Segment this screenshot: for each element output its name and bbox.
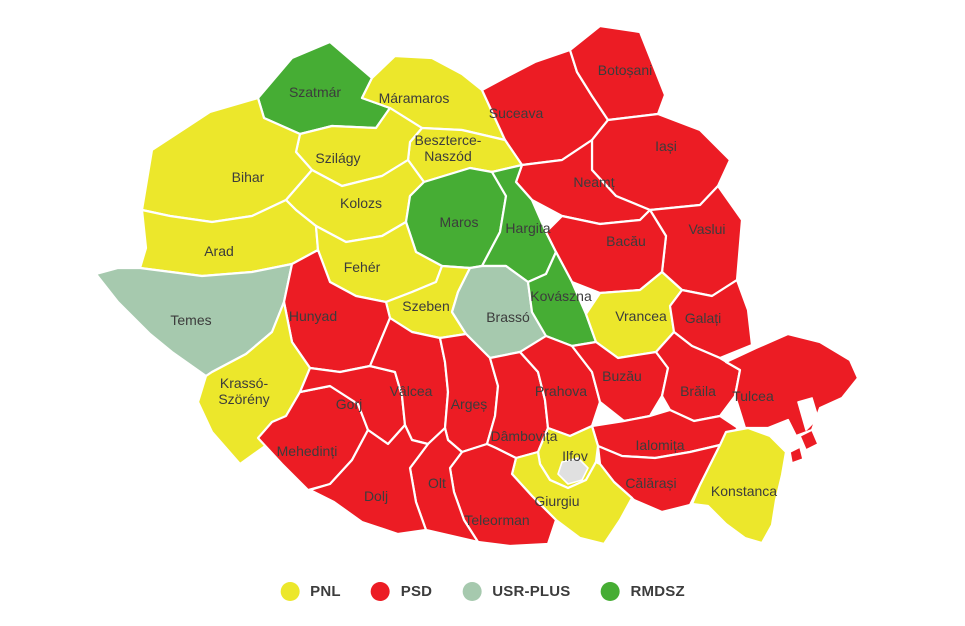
legend-item-usr-plus: USR-PLUS [462,582,570,601]
legend-label-usr-plus: USR-PLUS [492,583,571,600]
county-braila[interactable] [654,330,742,423]
danube-delta-islet-2 [789,446,804,464]
legend: PNL PSD USR-PLUS RMDSZ [280,582,685,601]
legend-label-pnl: PNL [310,583,341,600]
legend-item-rmdsz: RMDSZ [600,582,685,601]
legend-item-psd: PSD [370,582,433,601]
danube-lagoon [797,397,819,431]
county-tulcea[interactable] [724,332,860,438]
legend-label-rmdsz: RMDSZ [630,583,685,600]
psd-swatch-icon [370,582,390,601]
legend-item-pnl: PNL [280,582,341,601]
county-galati[interactable] [668,278,754,360]
legend-label-psd: PSD [400,583,433,600]
usr-plus-swatch-icon [462,582,482,601]
county-konstanca[interactable] [690,426,788,545]
rmdsz-swatch-icon [600,582,620,601]
danube-delta-islet-1 [799,429,819,451]
bucharest-region[interactable] [557,457,589,485]
county-dolj[interactable] [308,423,430,536]
pnl-swatch-icon [280,582,300,601]
